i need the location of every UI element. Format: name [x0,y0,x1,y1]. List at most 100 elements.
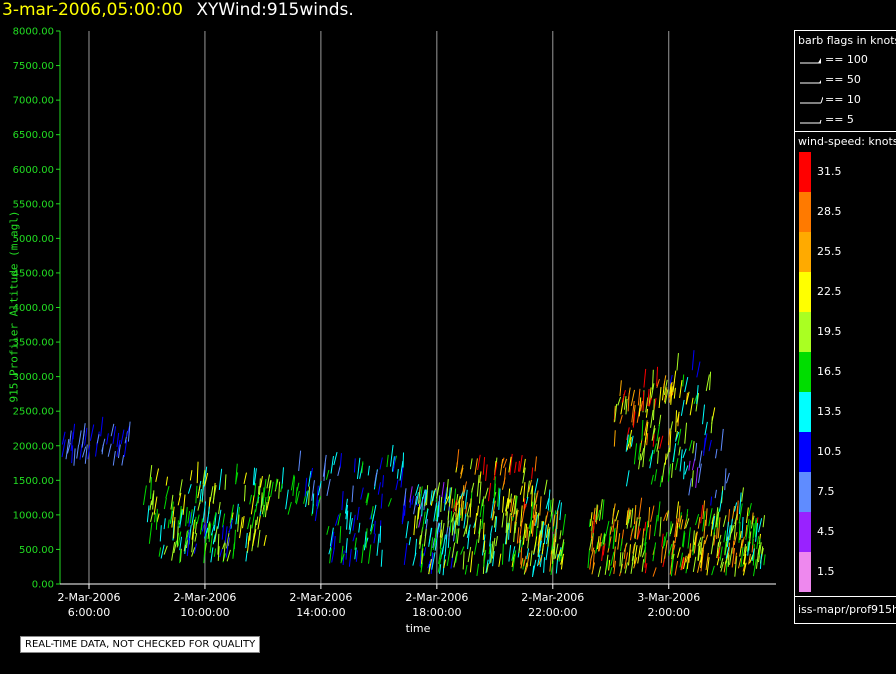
y-tick-label: 500.00 [19,545,54,556]
wind-barb [285,489,289,510]
wind-barb [326,526,330,535]
wind-barb [708,508,713,527]
wind-barb [344,498,348,514]
wind-barb [669,374,673,384]
wind-barb [348,512,352,530]
wind-barb [247,517,251,530]
wind-barb [516,527,520,544]
wind-barb [748,531,752,551]
wind-barb [650,409,654,428]
wind-barb [738,521,741,543]
wind-barb [107,443,112,457]
wind-barb [228,519,233,534]
wind-barb [163,545,168,555]
wind-barb [638,497,643,520]
wind-barb [549,550,553,572]
wind-barb [591,562,595,575]
wind-barb [337,513,341,526]
wind-barb [331,547,335,563]
wind-barb [498,488,501,510]
wind-barb [711,565,715,576]
wind-barb [493,483,496,504]
wind-barb [84,444,88,464]
wind-barb [473,539,478,555]
wind-barb [179,505,182,524]
wind-barb [163,518,166,530]
wind-barb [512,550,517,572]
wind-barb [485,464,488,481]
wind-barb [551,549,554,564]
wind-barb [608,566,613,577]
wind-barb [242,515,245,529]
wind-barb [648,387,652,407]
wind-barb [640,447,645,461]
wind-barb [451,498,454,509]
wind-barb [508,456,512,473]
wind-barb [329,548,332,564]
wind-barb [476,563,480,576]
wind-barb [191,505,196,526]
wind-barb [748,520,751,539]
wind-barb [334,514,340,526]
y-tick-label: 7500.00 [13,61,54,72]
wind-barb [656,366,659,387]
wind-barb [360,487,364,500]
wind-barb [741,487,744,502]
wind-barb [247,535,250,545]
wind-barb [552,514,556,527]
wind-barb [556,549,562,561]
wind-barb [590,547,595,561]
wind-barb [365,492,369,504]
wind-barb [657,501,661,522]
wind-barb [601,499,605,520]
wind-barb [460,546,465,555]
wind-barb [346,510,349,530]
wind-barb [624,552,629,569]
y-tick-label: 5000.00 [13,234,54,245]
wind-barb [758,518,763,533]
wind-barb [633,521,637,538]
wind-barb [595,505,599,525]
wind-barb [268,480,272,489]
wind-barb [266,496,271,511]
wind-barb [197,499,201,511]
wind-barb [156,513,160,523]
wind-barb [544,511,549,526]
wind-barb [203,466,208,487]
wind-barb [637,545,641,564]
wind-barb [675,457,679,471]
wind-barb [631,542,636,561]
wind-barb [310,467,314,478]
wind-barb [456,449,460,468]
wind-barb [428,527,433,546]
wind-barb [435,506,439,521]
wind-speed-label: 4.5 [817,525,835,538]
wind-barb [509,493,513,503]
wind-barb [226,530,230,549]
wind-barb [489,543,492,564]
wind-barb [587,550,590,569]
wind-barb [353,458,356,473]
wind-barb [370,506,374,520]
wind-barb [213,512,217,531]
wind-barb [545,498,550,509]
wind-barb [461,485,465,499]
wind-barb [664,453,667,465]
wind-barb [165,476,168,486]
wind-barb [460,464,464,475]
wind-barb [713,535,716,546]
wind-barb [613,430,616,447]
wind-barb [644,421,649,443]
wind-speed-label: 10.5 [817,445,842,458]
wind-barb [424,508,429,524]
wind-barb [745,518,750,540]
wind-barb [625,398,628,415]
wind-barb [348,548,352,567]
wind-barb [726,525,731,548]
wind-barb [729,547,733,565]
wind-barb [716,556,720,566]
wind-speed-swatch [799,232,811,272]
wind-barb [193,516,197,529]
wind-speed-scale-row: 31.5 [799,152,896,192]
wind-barb [514,521,517,534]
